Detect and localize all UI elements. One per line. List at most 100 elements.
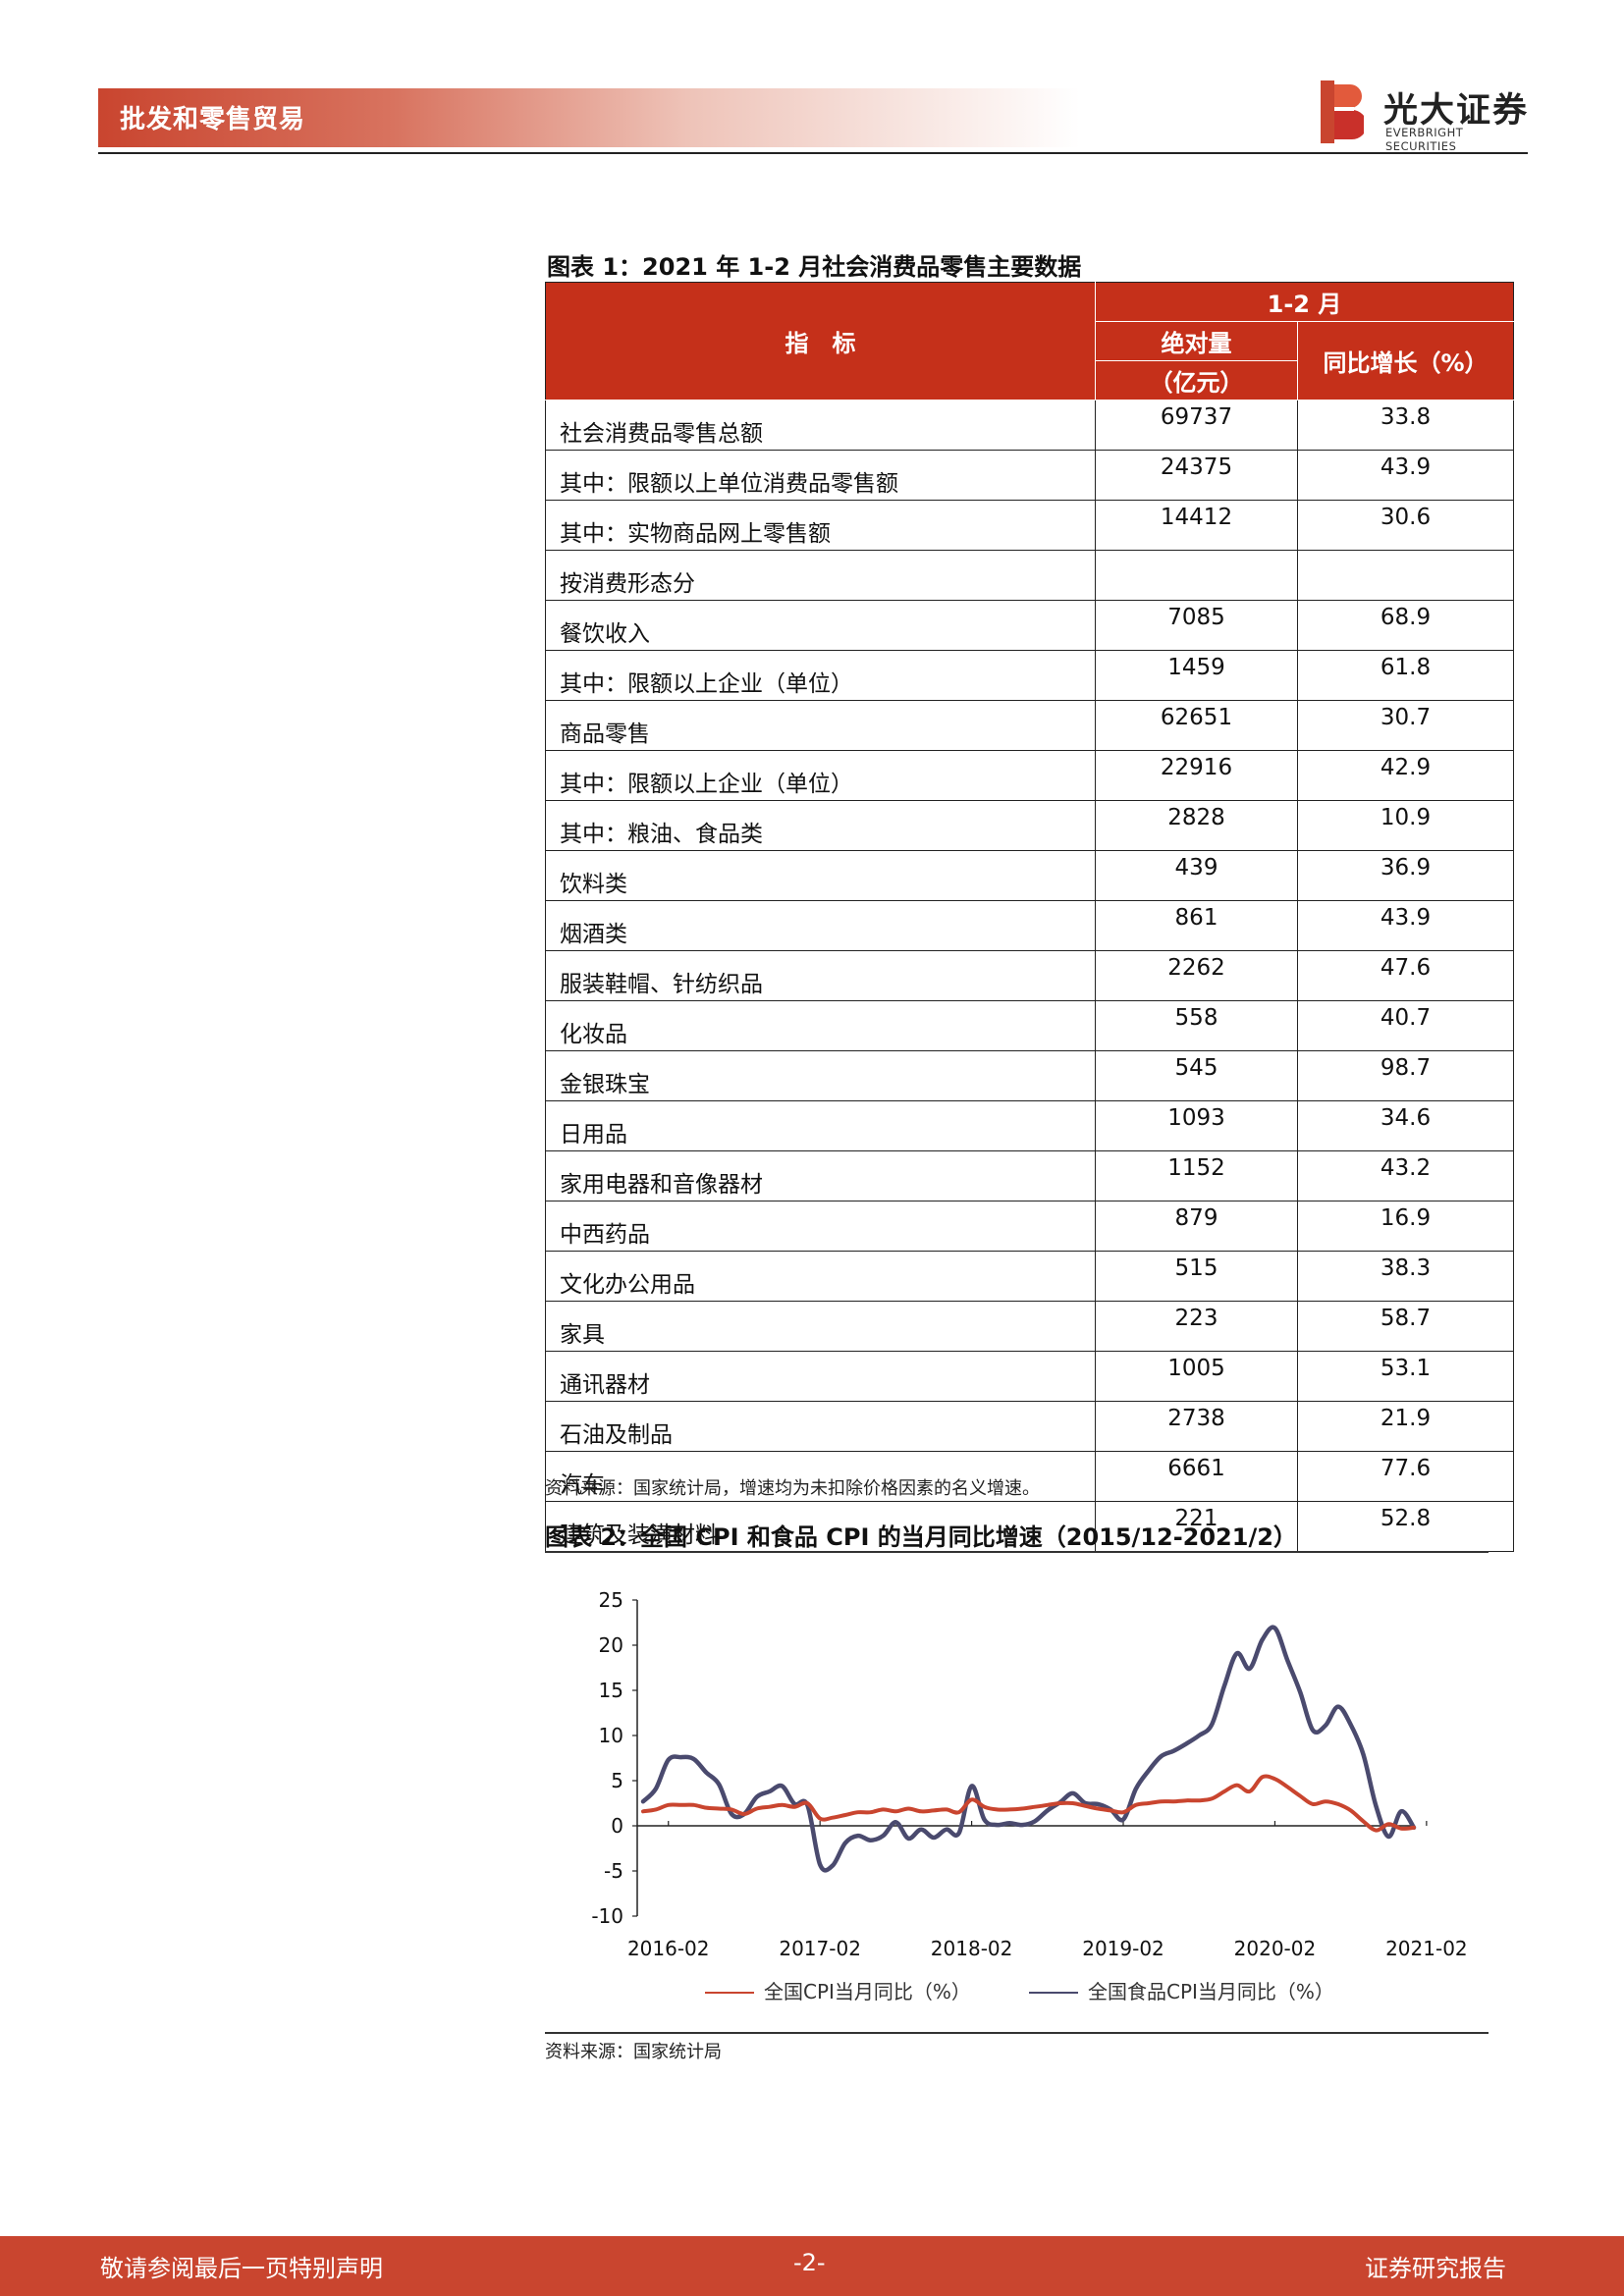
row-absolute-value bbox=[1095, 550, 1298, 601]
row-indicator-name: 按消费形态分 bbox=[545, 550, 1096, 601]
row-yoy-value: 34.6 bbox=[1297, 1100, 1514, 1151]
table-row: 社会消费品零售总额 69737 33.8 bbox=[545, 400, 1514, 451]
row-indicator-name: 其中：实物商品网上零售额 bbox=[545, 500, 1096, 551]
table-row: 日用品 1093 34.6 bbox=[545, 1100, 1514, 1151]
row-yoy-value: 30.6 bbox=[1297, 500, 1514, 551]
row-indicator-name: 烟酒类 bbox=[545, 900, 1096, 951]
legend-label: 全国食品CPI当月同比（%） bbox=[1088, 1980, 1334, 2003]
row-absolute-value: 6661 bbox=[1095, 1451, 1298, 1502]
row-indicator-name: 服装鞋帽、针纺织品 bbox=[545, 950, 1096, 1001]
figure2-source: 资料来源：国家统计局 bbox=[545, 2042, 722, 2062]
footer-band bbox=[0, 2236, 1624, 2296]
row-yoy-value: 40.7 bbox=[1297, 1000, 1514, 1051]
row-yoy-value: 52.8 bbox=[1297, 1501, 1514, 1552]
row-yoy-value: 77.6 bbox=[1297, 1451, 1514, 1502]
row-yoy-value: 33.8 bbox=[1297, 400, 1514, 451]
row-indicator-name: 饮料类 bbox=[545, 850, 1096, 901]
row-absolute-value: 223 bbox=[1095, 1301, 1298, 1352]
y-tick-label: -5 bbox=[604, 1859, 623, 1883]
table-row: 中西药品 879 16.9 bbox=[545, 1201, 1514, 1252]
row-indicator-name: 其中：限额以上企业（单位） bbox=[545, 650, 1096, 701]
row-absolute-value: 24375 bbox=[1095, 450, 1298, 501]
row-yoy-value: 98.7 bbox=[1297, 1050, 1514, 1101]
cpi-line-chart: -10 -5 0 5 10 15 20 25 2016-02 2017-02 2018-02 2019… bbox=[591, 1588, 1468, 2003]
table-row: 其中：限额以上企业（单位） 1459 61.8 bbox=[545, 650, 1514, 701]
y-tick-label: 20 bbox=[599, 1633, 623, 1657]
row-absolute-value: 558 bbox=[1095, 1000, 1298, 1051]
row-absolute-value: 439 bbox=[1095, 850, 1298, 901]
row-absolute-value: 1005 bbox=[1095, 1351, 1298, 1402]
y-tick-label: 15 bbox=[599, 1679, 623, 1702]
table-row: 商品零售 62651 30.7 bbox=[545, 700, 1514, 751]
row-absolute-value: 221 bbox=[1095, 1501, 1298, 1552]
row-absolute-value: 2828 bbox=[1095, 800, 1298, 851]
row-absolute-value: 545 bbox=[1095, 1050, 1298, 1101]
row-indicator-name: 文化办公用品 bbox=[545, 1251, 1096, 1302]
everbright-logo-icon bbox=[1321, 80, 1364, 143]
row-absolute-value: 1093 bbox=[1095, 1100, 1298, 1151]
row-yoy-value: 30.7 bbox=[1297, 700, 1514, 751]
table-row: 其中：限额以上单位消费品零售额 24375 43.9 bbox=[545, 450, 1514, 501]
row-yoy-value: 10.9 bbox=[1297, 800, 1514, 851]
x-tick-label: 2019-02 bbox=[1082, 1937, 1164, 1960]
table-row: 石油及制品 2738 21.9 bbox=[545, 1401, 1514, 1452]
page-number: -2- bbox=[793, 2249, 826, 2276]
row-absolute-value: 62651 bbox=[1095, 700, 1298, 751]
row-indicator-name: 家用电器和音像器材 bbox=[545, 1150, 1096, 1201]
row-indicator-name: 商品零售 bbox=[545, 700, 1096, 751]
brand-name-cn: 光大证券 bbox=[1383, 91, 1530, 131]
table-row: 其中：限额以上企业（单位） 22916 42.9 bbox=[545, 750, 1514, 801]
header-absolute: 绝对量 bbox=[1095, 321, 1298, 361]
row-absolute-value: 1152 bbox=[1095, 1150, 1298, 1201]
x-tick-label: 2018-02 bbox=[931, 1937, 1013, 1960]
table-row: 汽车 6661 77.6 bbox=[545, 1451, 1514, 1502]
figure1-title: 图表 1：2021 年 1-2 月社会消费品零售主要数据 bbox=[547, 253, 1082, 281]
table-row: 饮料类 439 36.9 bbox=[545, 850, 1514, 901]
row-yoy-value: 53.1 bbox=[1297, 1351, 1514, 1402]
row-yoy-value: 61.8 bbox=[1297, 650, 1514, 701]
header-indicator: 指 标 bbox=[545, 282, 1096, 400]
header-absolute-unit: （亿元） bbox=[1095, 360, 1298, 400]
header-band bbox=[98, 88, 1080, 147]
table-row: 按消费形态分 bbox=[545, 550, 1514, 601]
y-tick-label: 0 bbox=[611, 1814, 623, 1838]
brand-name-en: EVERBRIGHT SECURITIES bbox=[1385, 126, 1464, 153]
figure1-source: 资料来源：国家统计局，增速均为未扣除价格因素的名义增速。 bbox=[545, 1478, 1040, 1499]
row-absolute-value: 14412 bbox=[1095, 500, 1298, 551]
row-yoy-value: 42.9 bbox=[1297, 750, 1514, 801]
table-row: 服装鞋帽、针纺织品 2262 47.6 bbox=[545, 950, 1514, 1001]
y-tick-label: 25 bbox=[599, 1588, 623, 1612]
table-row: 其中：实物商品网上零售额 14412 30.6 bbox=[545, 500, 1514, 551]
row-absolute-value: 1459 bbox=[1095, 650, 1298, 701]
x-tick-label: 2021-02 bbox=[1385, 1937, 1468, 1960]
figure2-top-rule bbox=[545, 1551, 1489, 1553]
series-line-food-cpi bbox=[640, 1625, 1417, 1873]
row-absolute-value: 69737 bbox=[1095, 400, 1298, 451]
row-absolute-value: 879 bbox=[1095, 1201, 1298, 1252]
row-yoy-value: 43.9 bbox=[1297, 450, 1514, 501]
table-row: 其中：粮油、食品类 2828 10.9 bbox=[545, 800, 1514, 851]
row-yoy-value: 47.6 bbox=[1297, 950, 1514, 1001]
series-line-cpi bbox=[641, 1774, 1416, 1833]
row-indicator-name: 家具 bbox=[545, 1301, 1096, 1352]
row-absolute-value: 515 bbox=[1095, 1251, 1298, 1302]
row-yoy-value: 43.9 bbox=[1297, 900, 1514, 951]
figure2-bottom-rule bbox=[545, 2032, 1489, 2034]
header-yoy: 同比增长（%） bbox=[1297, 321, 1514, 400]
row-absolute-value: 2738 bbox=[1095, 1401, 1298, 1452]
retail-data-table: 指 标 1-2 月 绝对量 同比增长（%） （亿元） 社会消费品零售总额 6973… bbox=[545, 282, 1514, 1552]
x-tick-label: 2020-02 bbox=[1234, 1937, 1317, 1960]
row-indicator-name: 其中：限额以上企业（单位） bbox=[545, 750, 1096, 801]
row-indicator-name: 金银珠宝 bbox=[545, 1050, 1096, 1101]
footer-report-type: 证券研究报告 bbox=[1365, 2255, 1506, 2282]
table-row: 文化办公用品 515 38.3 bbox=[545, 1251, 1514, 1302]
row-indicator-name: 通讯器材 bbox=[545, 1351, 1096, 1402]
row-yoy-value: 36.9 bbox=[1297, 850, 1514, 901]
row-indicator-name: 其中：限额以上单位消费品零售额 bbox=[545, 450, 1096, 501]
x-tick-label: 2016-02 bbox=[627, 1937, 710, 1960]
figure2-title: 图表 2：全国 CPI 和食品 CPI 的当月同比增速（2015/12-2021… bbox=[545, 1523, 1297, 1551]
y-tick-label: 10 bbox=[599, 1724, 623, 1747]
row-yoy-value: 38.3 bbox=[1297, 1251, 1514, 1302]
row-yoy-value bbox=[1297, 550, 1514, 601]
row-absolute-value: 861 bbox=[1095, 900, 1298, 951]
